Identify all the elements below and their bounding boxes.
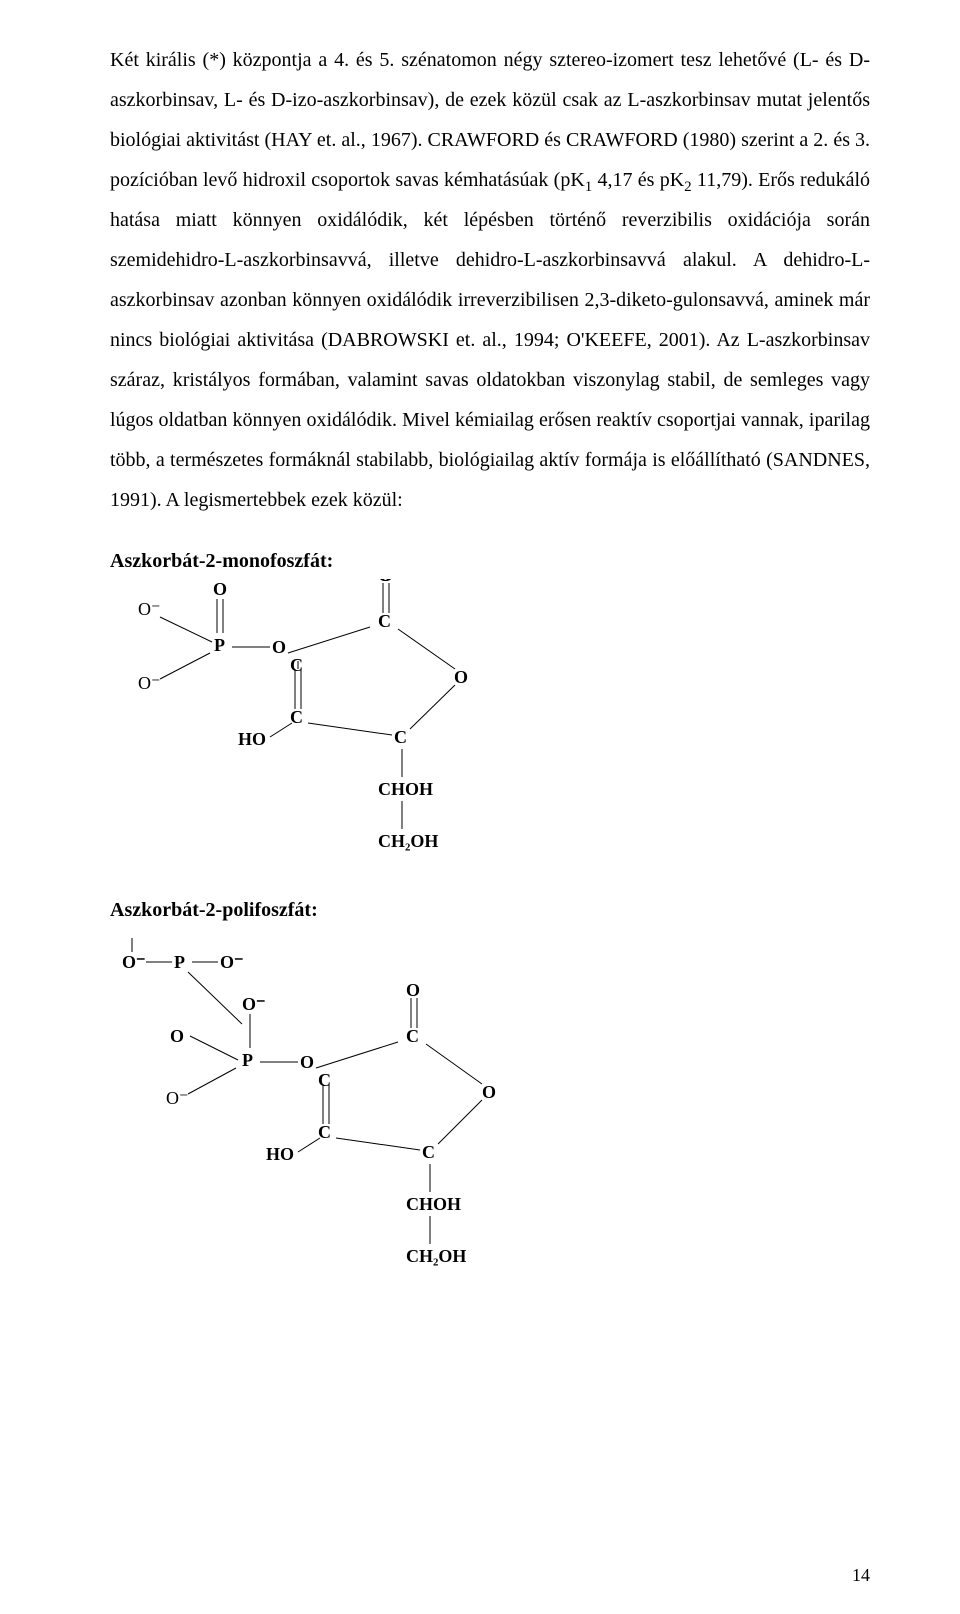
label-p: P [214,635,225,655]
label-c: C [394,727,407,747]
label-o: O [272,637,286,657]
label-o: O [482,1082,496,1102]
page-number: 14 [852,1565,870,1586]
label-ch2oh: CH₂OH [406,1246,466,1266]
label-o-minus: O⁻ [220,952,244,972]
label-c: C [378,611,391,631]
label-o: O [213,579,227,599]
label-c: C [318,1122,331,1142]
label-ho: HO [266,1144,294,1164]
label-p: P [242,1050,253,1070]
label-o: O [406,980,420,1000]
label-o-minus: O⁻ [138,599,161,619]
label-ho: HO [238,729,266,749]
document-page: Két királis (*) központja a 4. és 5. szé… [0,0,960,1614]
label-o: O [170,1026,184,1046]
heading-polyphosphate: Aszkorbát-2-polifoszfát: [110,899,870,922]
label-c: C [422,1142,435,1162]
label-o-minus: O⁻ [122,952,146,972]
label-c: C [406,1026,419,1046]
label-o-minus: O⁻ [166,1088,189,1108]
label-o-minus: O⁻ [138,673,161,693]
label-o: O [300,1052,314,1072]
paragraph-text: Két királis (*) központja a 4. és 5. szé… [110,49,870,511]
label-o: O [379,579,393,585]
structure-monophosphate: O⁻ O⁻ O P O C O O O C C HO C O CHO [110,579,870,869]
label-c: C [290,707,303,727]
main-paragraph: Két királis (*) központja a 4. és 5. szé… [110,40,870,520]
label-p: P [174,952,185,972]
label-c: C [318,1070,331,1090]
label-ch2oh: CH₂OH [378,831,438,851]
structure-polyphosphate: O⁻ P O⁻ O⁻ O O⁻ P O O C O C C HO C CHOH … [110,928,870,1268]
label-o: O [454,667,468,687]
label-o-minus: O⁻ [242,994,266,1014]
label-choh: CHOH [378,779,433,799]
label-choh: CHOH [406,1194,461,1214]
label-c: C [290,655,303,675]
heading-monophosphate: Aszkorbát-2-monofoszfát: [110,550,870,573]
